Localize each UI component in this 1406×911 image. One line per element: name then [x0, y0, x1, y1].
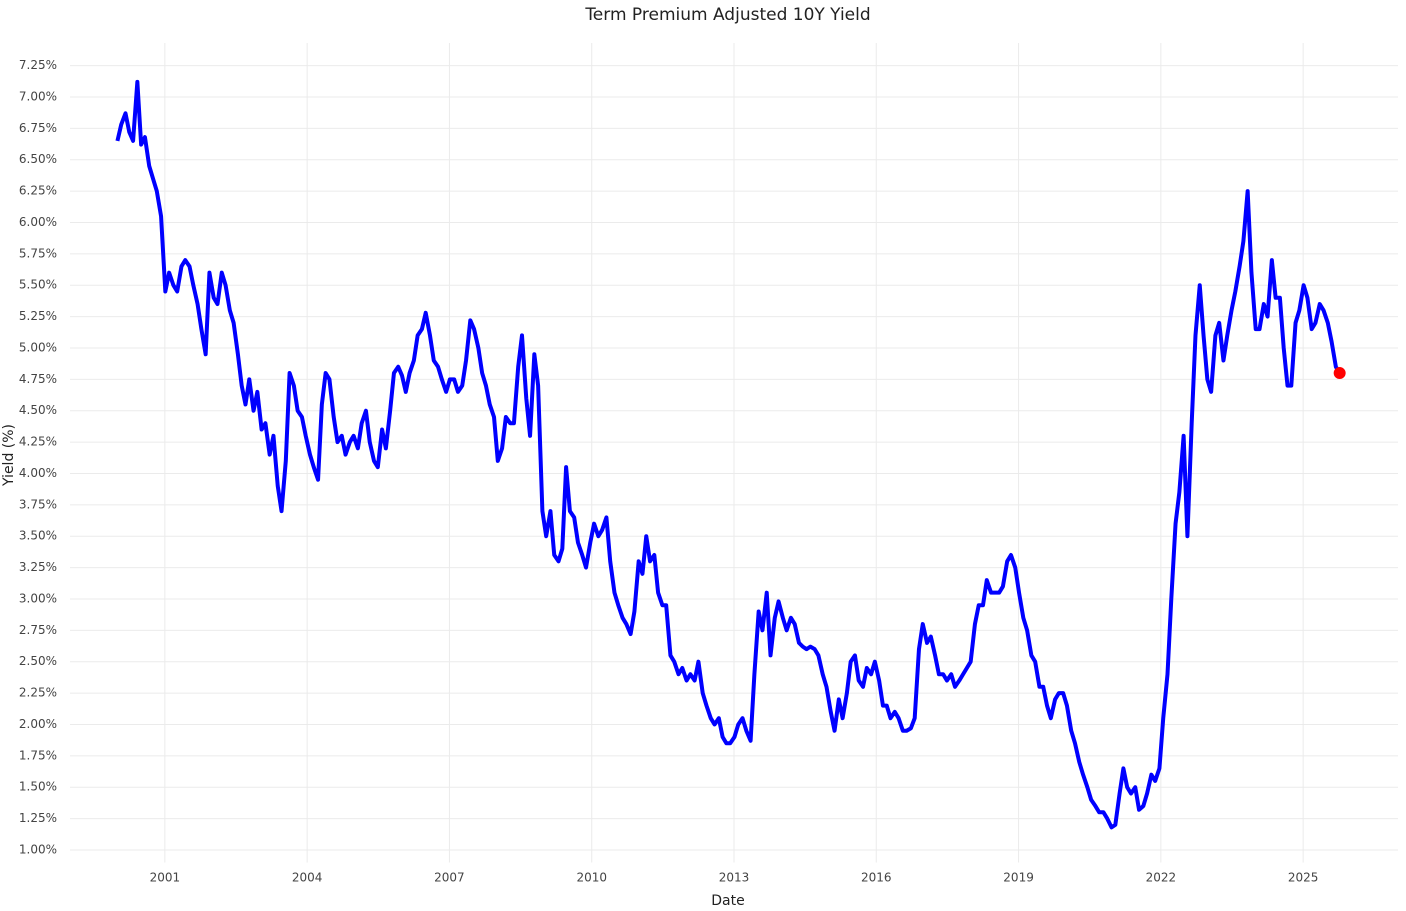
- y-tick-label: 3.75%: [19, 497, 57, 511]
- y-tick-label: 1.75%: [19, 748, 57, 762]
- last-point: [1333, 367, 1346, 380]
- y-tick-label: 2.50%: [19, 654, 57, 668]
- y-tick-label: 5.00%: [19, 340, 57, 354]
- y-tick-label: 1.00%: [19, 842, 57, 856]
- y-axis-title: Yield (%): [1, 424, 17, 487]
- x-tick-label: 2019: [1003, 871, 1034, 885]
- y-tick-label: 3.00%: [19, 591, 57, 605]
- chart-title: Term Premium Adjusted 10Y Yield: [584, 5, 870, 25]
- y-tick-label: 4.25%: [19, 435, 57, 449]
- y-tick-label: 7.00%: [19, 89, 57, 103]
- y-tick-label: 7.25%: [19, 58, 57, 72]
- y-tick-label: 6.50%: [19, 152, 57, 166]
- x-tick-label: 2022: [1146, 871, 1177, 885]
- y-tick-label: 5.75%: [19, 246, 57, 260]
- x-tick-label: 2010: [576, 871, 607, 885]
- y-tick-label: 2.25%: [19, 686, 57, 700]
- y-tick-label: 1.50%: [19, 780, 57, 794]
- x-tick-label: 2004: [292, 871, 323, 885]
- y-tick-label: 6.75%: [19, 121, 57, 135]
- x-tick-label: 2016: [861, 871, 892, 885]
- y-tick-label: 5.25%: [19, 309, 57, 323]
- y-tick-label: 6.25%: [19, 184, 57, 198]
- x-tick-label: 2025: [1288, 871, 1319, 885]
- line: [115, 79, 1342, 830]
- y-tick-label: 6.00%: [19, 215, 57, 229]
- y-tick-label: 5.50%: [19, 278, 57, 292]
- y-tick-label: 4.00%: [19, 466, 57, 480]
- y-tick-label: 4.75%: [19, 372, 57, 386]
- y-tick-label: 4.50%: [19, 403, 57, 417]
- x-tick-label: 2001: [150, 871, 181, 885]
- x-tick-label: 2007: [434, 871, 465, 885]
- x-tick-label: 2013: [719, 871, 750, 885]
- x-axis-title: Date: [711, 893, 744, 909]
- y-tick-label: 3.50%: [19, 529, 57, 543]
- y-tick-label: 3.25%: [19, 560, 57, 574]
- y-tick-label: 2.75%: [19, 623, 57, 637]
- y-tick-label: 1.25%: [19, 811, 57, 825]
- y-tick-label: 2.00%: [19, 717, 57, 731]
